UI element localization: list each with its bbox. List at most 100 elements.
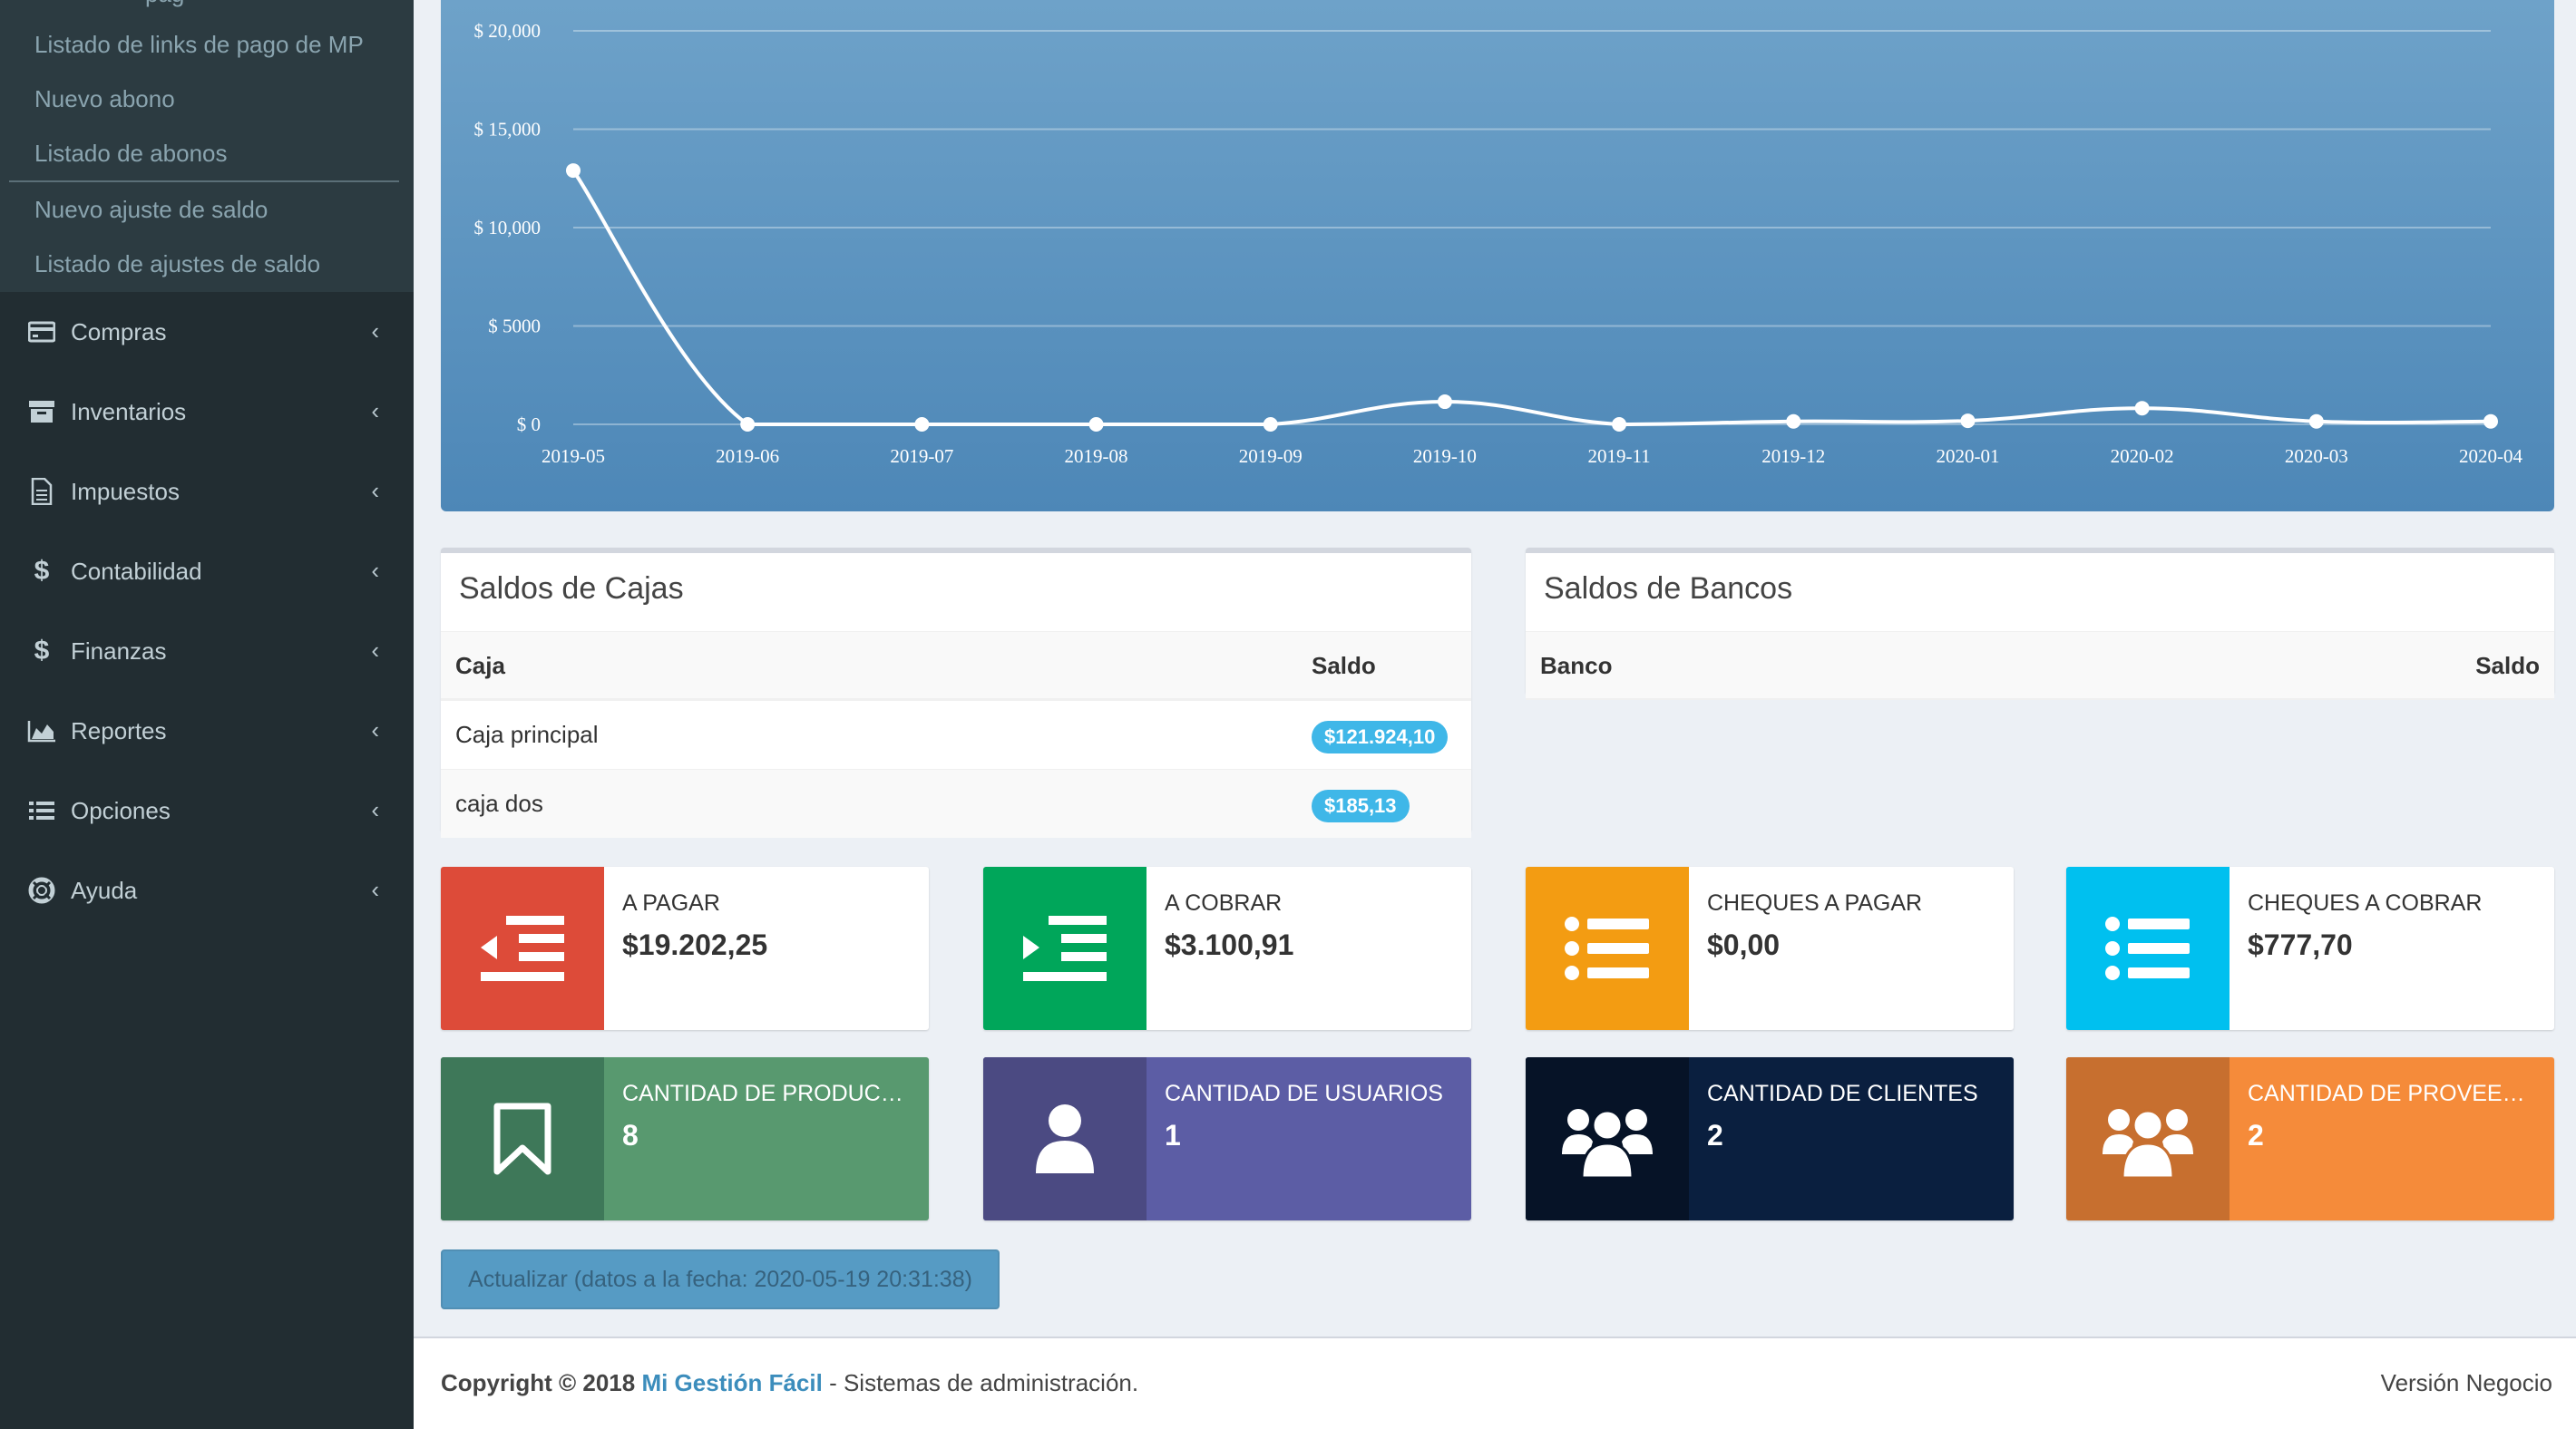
info-box-proveedores: CANTIDAD DE PROVEED… 2 [2066, 1057, 2554, 1220]
column-header-caja: Caja [455, 652, 505, 679]
chevron-left-icon: ‹ [371, 397, 379, 424]
sidebar-item-impuestos[interactable]: Impuestos ‹ [0, 464, 414, 519]
info-box-label: A PAGAR [622, 890, 720, 916]
life-ring-icon [27, 876, 56, 905]
sidebar: pag Listado de links de pago de MP Nuevo… [0, 0, 414, 1429]
x-tick-label: 2020-02 [2111, 445, 2174, 467]
column-header-saldo: Saldo [1312, 652, 1376, 679]
table-row: caja dos $185,13 [441, 769, 1471, 838]
info-box-value: $0,00 [1707, 928, 1781, 961]
submenu-divider [9, 180, 399, 182]
table-header: Banco Saldo [1526, 631, 2554, 700]
info-box-value: $19.202,25 [622, 928, 768, 961]
credit-card-icon [27, 317, 56, 346]
info-box-label: CHEQUES A COBRAR [2248, 890, 2483, 916]
x-tick-label: 2019-08 [1065, 445, 1128, 467]
area-chart-icon [27, 716, 56, 745]
info-box-a-pagar: A PAGAR $19.202,25 [441, 867, 929, 1030]
sidebar-item-inventarios[interactable]: Inventarios ‹ [0, 384, 414, 439]
submenu-item-nuevo-ajuste[interactable]: Nuevo ajuste de saldo [34, 196, 268, 223]
bookmark-icon [441, 1057, 604, 1220]
footer: Copyright © 2018 Mi Gestión Fácil - Sist… [414, 1337, 2576, 1429]
file-text-icon [27, 477, 56, 506]
brand-link[interactable]: Mi Gestión Fácil [641, 1369, 823, 1396]
data-point [1960, 413, 1976, 429]
submenu-item-nuevo-abono[interactable]: Nuevo abono [34, 85, 175, 112]
y-tick-label: $ 5000 [488, 316, 541, 337]
info-box-value: 1 [1165, 1119, 1181, 1152]
saldo-badge: $121.924,10 [1312, 721, 1449, 753]
info-box-usuarios: CANTIDAD DE USUARIOS 1 [983, 1057, 1471, 1220]
data-point [2308, 413, 2324, 429]
y-tick-label: $ 0 [517, 413, 541, 435]
dollar-icon: $ [34, 556, 50, 586]
sidebar-item-contabilidad[interactable]: $ Contabilidad ‹ [0, 544, 414, 598]
info-box-value: 2 [2248, 1119, 2264, 1152]
data-point [1437, 394, 1452, 410]
info-box-label: CANTIDAD DE USUARIOS [1165, 1081, 1443, 1106]
list-icon [27, 796, 56, 825]
data-point [1786, 413, 1801, 429]
info-box-label: CANTIDAD DE PROVEED… [2248, 1081, 2538, 1106]
chevron-left-icon: ‹ [371, 317, 379, 345]
data-point [566, 163, 581, 179]
series-line [571, 169, 2492, 427]
x-tick-label: 2020-01 [1936, 445, 1999, 467]
users-icon [1526, 1057, 1689, 1220]
x-tick-label: 2019-06 [716, 445, 779, 467]
table-row: Caja principal $121.924,10 [441, 700, 1471, 769]
sidebar-item-label: Contabilidad [71, 558, 202, 585]
data-point [2134, 401, 2150, 416]
sidebar-item-label: Opciones [71, 797, 171, 824]
submenu-item-listado-abonos[interactable]: Listado de abonos [34, 140, 228, 167]
info-box-cheques-a-pagar: CHEQUES A PAGAR $0,00 [1526, 867, 2014, 1030]
submenu-item-listado-ajustes[interactable]: Listado de ajustes de saldo [34, 250, 321, 277]
saldo-badge: $185,13 [1312, 790, 1410, 822]
y-tick-label: $ 20,000 [474, 20, 542, 42]
sidebar-item-reportes[interactable]: Reportes ‹ [0, 704, 414, 758]
cajas-box: Saldos de Cajas Caja Saldo Caja principa… [441, 548, 1471, 838]
info-box-clientes: CANTIDAD DE CLIENTES 2 [1526, 1057, 2014, 1220]
info-box-label: A COBRAR [1165, 890, 1283, 916]
outdent-icon [441, 867, 604, 1030]
info-box-value: $3.100,91 [1165, 928, 1294, 961]
y-tick-label: $ 10,000 [474, 217, 542, 238]
archive-icon [27, 397, 56, 426]
list-ul-icon [1526, 867, 1689, 1030]
sidebar-item-ayuda[interactable]: Ayuda ‹ [0, 863, 414, 918]
box-title: Saldos de Bancos [1544, 571, 1793, 606]
info-box-cheques-a-cobrar: CHEQUES A COBRAR $777,70 [2066, 867, 2554, 1030]
sidebar-item-finanzas[interactable]: $ Finanzas ‹ [0, 624, 414, 678]
copyright-text: Copyright © 2018 [441, 1369, 636, 1396]
sidebar-item-label: Ayuda [71, 877, 138, 904]
chevron-left-icon: ‹ [371, 477, 379, 504]
chevron-left-icon: ‹ [371, 716, 379, 744]
footer-version: Versión Negocio [2380, 1369, 2552, 1396]
dollar-icon: $ [34, 636, 50, 666]
y-tick-label: $ 15,000 [474, 119, 542, 141]
info-box-productos: CANTIDAD DE PRODUCTOS 8 [441, 1057, 929, 1220]
sidebar-item-label: Finanzas [71, 637, 167, 665]
chevron-left-icon: ‹ [371, 637, 379, 664]
info-box-value: $777,70 [2248, 928, 2353, 961]
sidebar-item-compras[interactable]: Compras ‹ [0, 305, 414, 359]
chevron-left-icon: ‹ [371, 876, 379, 903]
x-tick-label: 2020-03 [2285, 445, 2348, 467]
caja-name: Caja principal [455, 721, 599, 748]
x-tick-label: 2019-09 [1239, 445, 1303, 467]
chevron-left-icon: ‹ [371, 557, 379, 584]
sidebar-item-opciones[interactable]: Opciones ‹ [0, 783, 414, 838]
info-box-label: CHEQUES A PAGAR [1707, 890, 1923, 916]
refresh-button[interactable]: Actualizar (datos a la fecha: 2020-05-19… [441, 1249, 1000, 1309]
x-tick-label: 2020-04 [2459, 445, 2522, 467]
x-tick-label: 2019-05 [542, 445, 605, 467]
submenu-item-partial[interactable]: pag [145, 0, 184, 8]
sidebar-item-label: Compras [71, 318, 167, 345]
user-icon [983, 1057, 1147, 1220]
x-tick-label: 2019-12 [1761, 445, 1825, 467]
info-box-value: 8 [622, 1119, 639, 1152]
data-point [2483, 413, 2498, 429]
x-tick-label: 2019-10 [1413, 445, 1477, 467]
submenu-item-links-pago-mp[interactable]: Listado de links de pago de MP [34, 31, 364, 58]
bancos-box: Saldos de Bancos Banco Saldo [1526, 548, 2554, 700]
